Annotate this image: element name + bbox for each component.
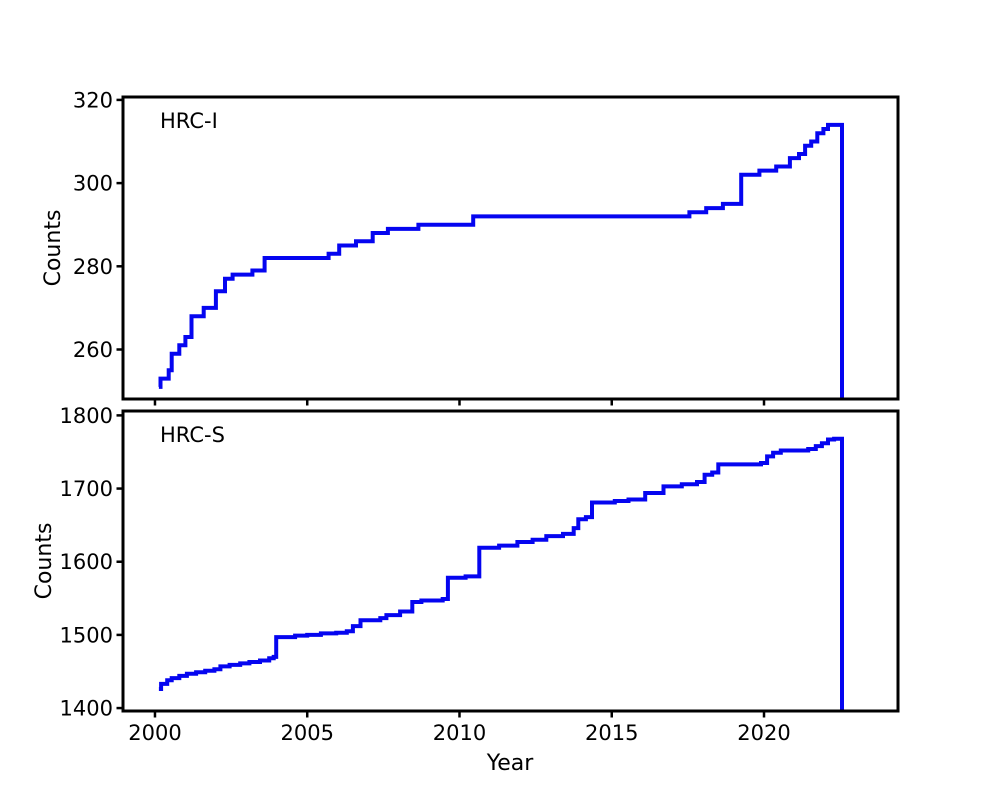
x-axis-label: Year [486, 751, 535, 776]
panel1-annotation: HRC-I [160, 109, 218, 133]
panel-hrc-s: 2000 2005 2010 2015 2020 1400 1500 1600 1700 1800 [60, 404, 900, 745]
x-tick-label: 2015 [585, 721, 638, 745]
y-tick-label: 1600 [60, 550, 113, 574]
panel-border [121, 95, 900, 401]
y-tick-label: 1700 [60, 477, 113, 501]
y-tick-label: 280 [73, 255, 113, 279]
x-tick-label: 2010 [433, 721, 486, 745]
y-tick-label: 1500 [60, 623, 113, 647]
y-tick-label: 1800 [60, 404, 113, 428]
x-tick-label: 2005 [281, 721, 334, 745]
y-tick-label: 320 [73, 88, 113, 112]
y-tick-label: 300 [73, 172, 113, 196]
y-tick-label: 260 [73, 338, 113, 362]
y-tick-label: 1400 [60, 697, 113, 721]
x-tick-label: 2020 [737, 721, 790, 745]
x-tick-label: 2000 [128, 721, 181, 745]
panel2-y-axis-label: Counts [32, 523, 57, 600]
series-line-hrc-i [158, 122, 844, 399]
panel-hrc-i: 260 280 300 320 [73, 88, 900, 406]
series-line-hrc-s [158, 436, 844, 711]
panel2-annotation: HRC-S [160, 423, 225, 447]
panel1-y-axis-label: Counts [41, 210, 66, 287]
